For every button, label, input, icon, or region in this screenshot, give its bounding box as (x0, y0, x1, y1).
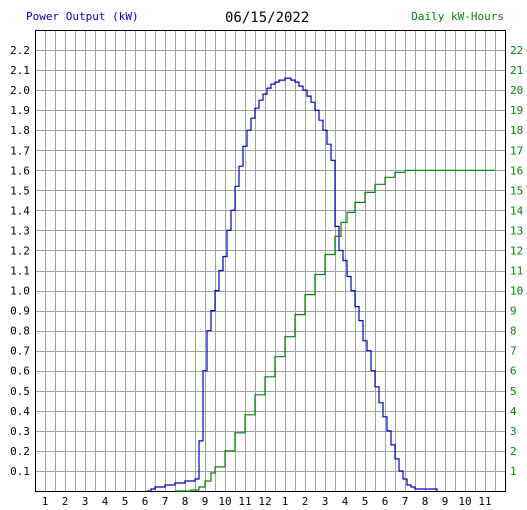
y-left-tick-label: 1.2 (10, 244, 30, 257)
x-tick-label: 5 (122, 495, 129, 508)
x-tick-label: 7 (162, 495, 169, 508)
x-tick-label: 6 (382, 495, 389, 508)
y-right-tick-label: 10 (510, 285, 523, 298)
y-right-tick-label: 6 (510, 365, 517, 378)
y-right-tick-label: 17 (510, 144, 523, 157)
y-left-tick-label: 0.3 (10, 425, 30, 438)
daily-energy-series (175, 169, 495, 492)
y-left-tick-label: 1.6 (10, 164, 30, 177)
x-tick-label: 10 (218, 495, 231, 508)
x-tick-label: 1 (42, 495, 49, 508)
x-tick-label: 9 (442, 495, 449, 508)
y-right-tick-label: 20 (510, 84, 523, 97)
x-tick-label: 10 (458, 495, 471, 508)
y-left-tick-label: 0.6 (10, 365, 30, 378)
y-left-tick-label: 0.2 (10, 445, 30, 458)
x-tick-label: 4 (342, 495, 349, 508)
x-tick-label: 2 (302, 495, 309, 508)
x-tick-label: 7 (402, 495, 409, 508)
y-right-tick-label: 12 (510, 244, 523, 257)
x-tick-label: 3 (82, 495, 89, 508)
y-left-tick-label: 0.5 (10, 385, 30, 398)
x-tick-label: 6 (142, 495, 149, 508)
x-tick-label: 2 (62, 495, 69, 508)
power-output-series (147, 77, 438, 492)
y-right-tick-label: 14 (510, 204, 524, 217)
y-right-tick-label: 13 (510, 224, 523, 237)
y-right-tick-label: 18 (510, 124, 523, 137)
y-right-tick-label: 21 (510, 64, 523, 77)
x-tick-label: 3 (322, 495, 329, 508)
x-tick-label: 12 (258, 495, 271, 508)
y-right-tick-label: 16 (510, 164, 523, 177)
y-left-tick-label: 1.5 (10, 184, 30, 197)
x-tick-label: 1 (282, 495, 289, 508)
left-axis-title: Power Output (kW) (26, 10, 139, 23)
y-right-tick-label: 15 (510, 184, 523, 197)
x-tick-label: 4 (102, 495, 109, 508)
y-left-tick-label: 0.8 (10, 325, 30, 338)
y-left-tick-label: 1.0 (10, 285, 30, 298)
y-left-tick-label: 2.0 (10, 84, 30, 97)
y-left-tick-label: 1.1 (10, 265, 30, 278)
y-right-tick-label: 9 (510, 305, 517, 318)
y-left-tick-label: 2.2 (10, 44, 30, 57)
y-right-tick-label: 2 (510, 445, 517, 458)
y-left-tick-label: 1.8 (10, 124, 30, 137)
right-axis-title: Daily kW-Hours (411, 10, 504, 23)
x-tick-label: 11 (478, 495, 491, 508)
y-right-tick-label: 4 (510, 405, 517, 418)
y-right-tick-label: 11 (510, 265, 523, 278)
y-left-tick-label: 0.4 (10, 405, 30, 418)
y-left-tick-label: 1.7 (10, 144, 30, 157)
y-right-tick-label: 8 (510, 325, 517, 338)
x-tick-label: 8 (422, 495, 429, 508)
y-left-tick-label: 0.7 (10, 345, 30, 358)
y-right-tick-label: 5 (510, 385, 517, 398)
x-tick-label: 11 (238, 495, 251, 508)
x-tick-label: 9 (202, 495, 209, 508)
y-left-tick-label: 0.9 (10, 305, 30, 318)
y-left-tick-label: 2.1 (10, 64, 30, 77)
y-right-tick-label: 1 (510, 465, 517, 478)
x-tick-label: 8 (182, 495, 189, 508)
y-right-tick-label: 19 (510, 104, 523, 117)
y-left-tick-label: 1.4 (10, 204, 30, 217)
y-right-tick-label: 3 (510, 425, 517, 438)
plot-frame (35, 30, 506, 492)
y-right-tick-label: 22 (510, 44, 523, 57)
x-tick-label: 5 (362, 495, 369, 508)
chart-date-title: 06/15/2022 (225, 10, 310, 26)
y-right-tick-label: 7 (510, 345, 517, 358)
plot-area (35, 30, 505, 491)
y-left-tick-label: 1.9 (10, 104, 30, 117)
y-left-tick-label: 0.1 (10, 465, 30, 478)
y-left-tick-label: 1.3 (10, 224, 30, 237)
